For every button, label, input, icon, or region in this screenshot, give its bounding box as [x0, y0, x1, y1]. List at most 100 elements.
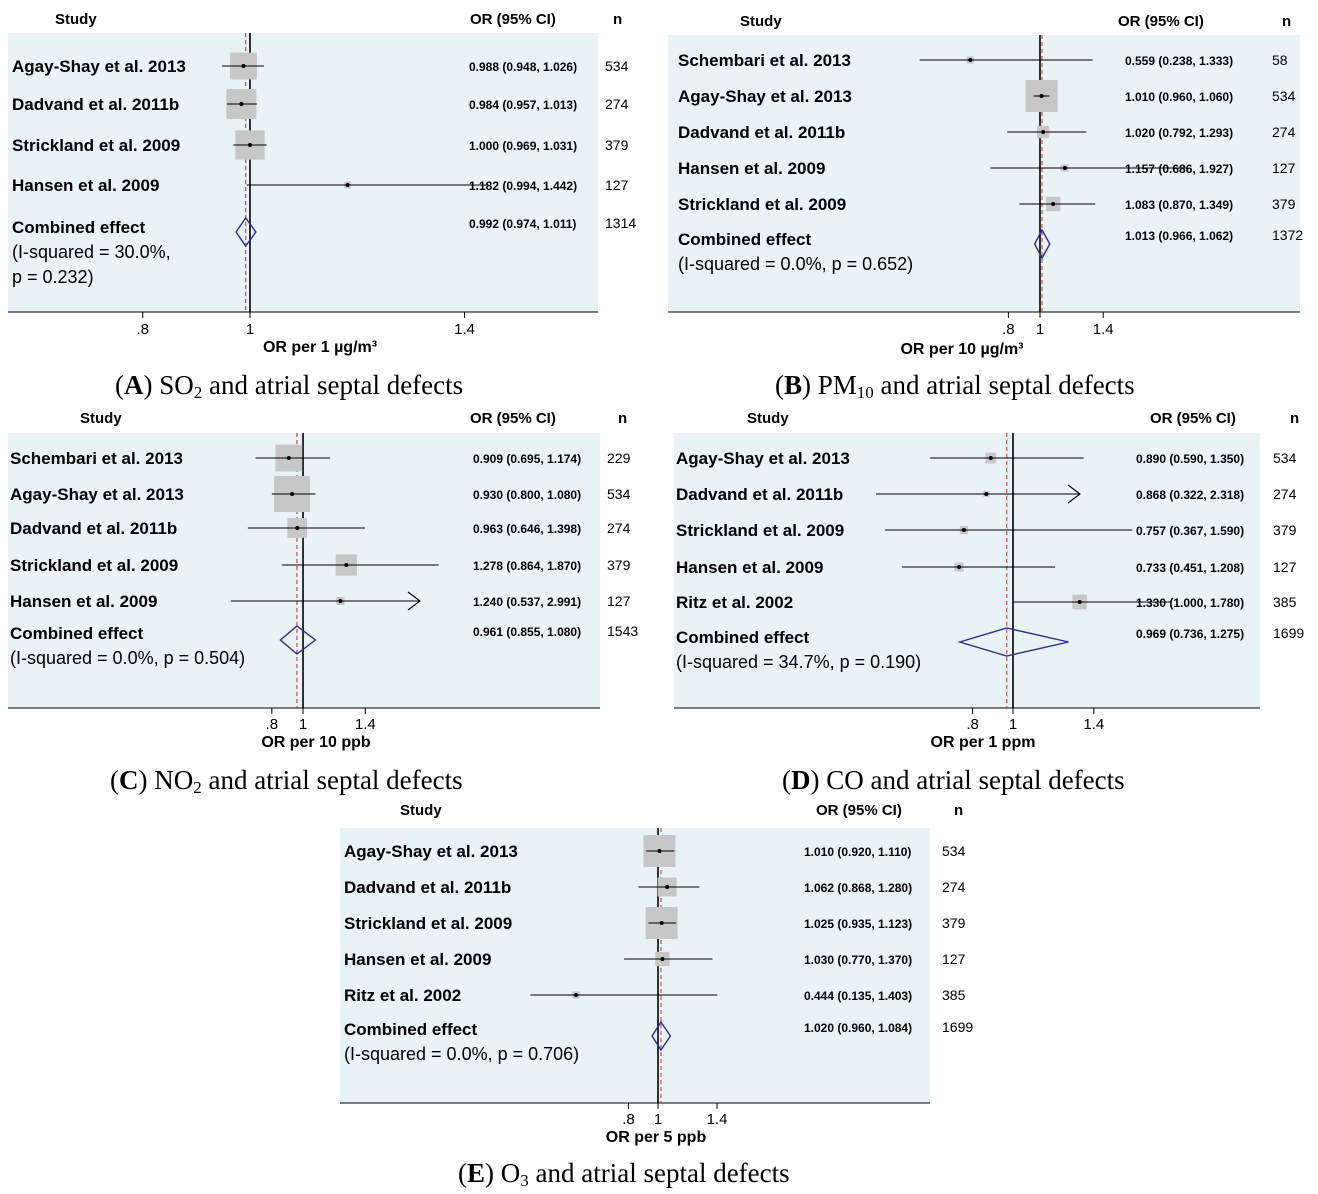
forest-plot-pm10-svg: Study OR (95% CI) n Schembari et al. 2013 0.…: [668, 13, 1303, 358]
study-n: 127: [1272, 160, 1296, 176]
x-tick-label: 1: [246, 321, 254, 338]
x-tick-label: 1: [654, 1111, 662, 1128]
combined-diamond: [957, 627, 1069, 657]
combined-label: Combined effect: [678, 230, 812, 249]
study-or-ci: 0.909 (0.695, 1.174): [473, 452, 581, 466]
study-or-ci: 1.240 (0.537, 2.991): [473, 595, 581, 609]
x-tick-label: 1: [1036, 321, 1044, 338]
point-estimate: [1039, 94, 1044, 98]
study-n: 229: [607, 450, 631, 466]
combined-or-ci: 1.013 (0.966, 1.062): [1125, 229, 1233, 243]
x-tick-label: 1.4: [707, 1111, 728, 1128]
x-axis-label: OR per 1 µg/m³: [263, 339, 377, 356]
x-tick-label: .8: [1002, 321, 1015, 338]
point-estimate: [345, 183, 350, 187]
study-name: Strickland et al. 2009: [10, 556, 178, 575]
study-name: Dadvand et al. 2011b: [12, 95, 179, 114]
header-n: n: [1290, 410, 1299, 427]
study-name: Agay-Shay et al. 2013: [678, 87, 852, 106]
caption-pm10: (B) PM10 and atrial septal defects: [775, 370, 1135, 402]
combined-or-ci: 0.969 (0.736, 1.275): [1136, 627, 1244, 641]
study-name: Strickland et al. 2009: [12, 136, 180, 155]
header-n: n: [618, 410, 627, 427]
study-n: 274: [1273, 486, 1297, 502]
combined-heterogeneity: (I-squared = 0.0%, p = 0.504): [10, 648, 245, 668]
study-n: 534: [1272, 88, 1296, 104]
forest-plot-o3-svg: Study OR (95% CI) n Agay-Shay et al. 2013 1.…: [340, 802, 973, 1146]
point-estimate: [248, 143, 252, 147]
study-n: 274: [942, 879, 966, 895]
study-name: Dadvand et al. 2011b: [344, 878, 511, 897]
combined-diamond: [235, 216, 257, 248]
plot-area: [8, 33, 598, 312]
header-n: n: [954, 802, 963, 819]
plot-area: [668, 35, 1300, 312]
point-estimate: [984, 492, 989, 496]
study-or-ci: 1.083 (0.870, 1.349): [1125, 198, 1233, 212]
x-axis-label: OR per 5 ppb: [606, 1129, 707, 1146]
x-axis-label: OR per 1 ppm: [931, 734, 1036, 751]
study-name: Agay-Shay et al. 2013: [344, 842, 518, 861]
study-n: 534: [942, 843, 966, 859]
study-name: Hansen et al. 2009: [676, 558, 823, 577]
plot-area: [674, 433, 1260, 708]
study-name: Hansen et al. 2009: [12, 176, 159, 195]
study-or-ci: 0.984 (0.957, 1.013): [469, 98, 577, 112]
combined-diamond: [1033, 228, 1051, 260]
x-tick-label: .8: [622, 1111, 635, 1128]
combined-diamond: [279, 625, 317, 655]
forest-plot-no2-svg: Study OR (95% CI) n Schembari et al. 2013 0.…: [8, 410, 638, 751]
x-tick-label: .8: [266, 716, 279, 733]
study-name: Ritz et al. 2002: [676, 593, 793, 612]
study-n: 385: [1273, 594, 1297, 610]
combined-heterogeneity: (I-squared = 0.0%, p = 0.652): [678, 254, 913, 274]
study-n: 385: [942, 987, 966, 1003]
study-n: 379: [605, 137, 629, 153]
caption-so2: (A) SO2 and atrial septal defects: [115, 370, 464, 402]
study-or-ci: 1.030 (0.770, 1.370): [804, 953, 912, 967]
point-estimate: [665, 885, 670, 889]
combined-heterogeneity: (I-squared = 34.7%, p = 0.190): [676, 652, 921, 672]
header-study: Study: [400, 802, 442, 819]
combined-n: 1699: [942, 1019, 973, 1035]
study-n: 127: [607, 593, 631, 609]
study-or-ci: 0.868 (0.322, 2.318): [1136, 488, 1244, 502]
study-n: 379: [1273, 522, 1297, 538]
study-n: 534: [607, 486, 631, 502]
caption-co: (D) CO and atrial septal defects: [782, 765, 1125, 795]
point-estimate: [344, 563, 349, 567]
study-or-ci: 1.000 (0.969, 1.031): [469, 139, 577, 153]
point-estimate: [961, 528, 966, 532]
plot-area: [340, 828, 930, 1103]
study-n: 379: [942, 915, 966, 931]
combined-p-value: p = 0.232): [12, 267, 94, 287]
forest-plot-o3: Study OR (95% CI) n Agay-Shay et al. 2013 1.…: [330, 795, 990, 1155]
point-estimate: [295, 526, 300, 530]
study-or-ci: 1.062 (0.868, 1.280): [804, 881, 912, 895]
study-n: 274: [607, 520, 631, 536]
point-estimate: [290, 492, 295, 496]
combined-or-ci: 1.020 (0.960, 1.084): [804, 1021, 912, 1035]
study-name: Strickland et al. 2009: [676, 521, 844, 540]
study-or-ci: 1.182 (0.994, 1.442): [469, 179, 577, 193]
study-n: 274: [605, 96, 629, 112]
x-tick-label: .8: [966, 716, 979, 733]
study-or-ci: 1.330 (1.000, 1.780): [1136, 596, 1244, 610]
forest-plot-so2: Study OR (95% CI) n Agay-Shay et al. 2013 0.…: [0, 0, 650, 370]
point-estimate: [968, 58, 973, 62]
caption-o3: (E) O3 and atrial septal defects: [458, 1158, 790, 1190]
header-or-ci: OR (95% CI): [816, 802, 902, 819]
header-n: n: [613, 11, 622, 28]
study-or-ci: 0.890 (0.590, 1.350): [1136, 452, 1244, 466]
study-n: 379: [607, 557, 631, 573]
study-or-ci: 1.010 (0.920, 1.110): [804, 845, 911, 859]
study-name: Strickland et al. 2009: [344, 914, 512, 933]
x-tick-label: 1: [299, 716, 307, 733]
point-estimate: [573, 993, 578, 997]
study-n: 274: [1272, 124, 1296, 140]
ci-arrow-right: [407, 591, 421, 611]
combined-n: 1372: [1272, 227, 1303, 243]
header-study: Study: [747, 410, 789, 427]
x-tick-label: 1.4: [355, 716, 376, 733]
point-estimate: [1077, 600, 1082, 604]
